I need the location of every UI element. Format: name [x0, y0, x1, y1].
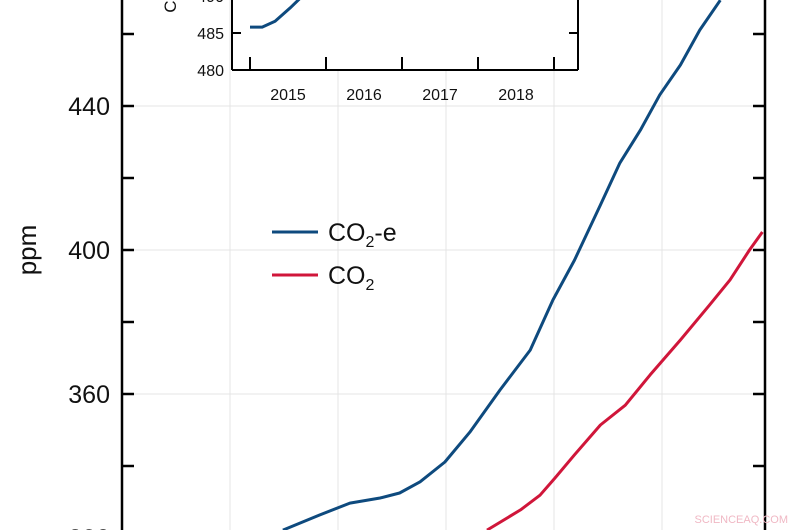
inset-chart: 480 485 490 2015 2016 2017 2018	[197, 0, 579, 104]
legend-label-co2: CO2	[328, 262, 375, 294]
y-tick-label: 400	[68, 237, 110, 265]
series-line-co2-e	[282, 0, 722, 530]
inset-series-line	[250, 0, 301, 29]
inset-y-tick-label: 480	[197, 63, 224, 80]
inset-y-axis-label: CO	[161, 0, 180, 13]
series-line-co2	[486, 231, 764, 530]
y-tick-label: 360	[68, 381, 110, 409]
main-axes: 320 360 400 440	[68, 0, 767, 530]
inset-x-tick-label: 2016	[346, 87, 382, 104]
inset-x-tick-label: 2017	[422, 87, 458, 104]
legend: CO2-e CO2	[272, 219, 397, 294]
y-tick-label: 440	[68, 93, 110, 121]
inset-x-tick-label: 2018	[498, 87, 534, 104]
main-series	[282, 0, 764, 530]
inset-y-tick-label: 490	[197, 0, 224, 6]
inset-background	[232, 0, 578, 70]
inset-y-tick-label: 485	[197, 26, 224, 43]
y-axis-label: ppm	[12, 225, 42, 276]
legend-label-co2e: CO2-e	[328, 219, 397, 251]
gridlines	[122, 0, 765, 530]
y-tick-label: 320	[68, 525, 110, 530]
watermark: SCIENCEAQ.COM	[694, 514, 788, 526]
inset-x-tick-label: 2015	[270, 87, 306, 104]
